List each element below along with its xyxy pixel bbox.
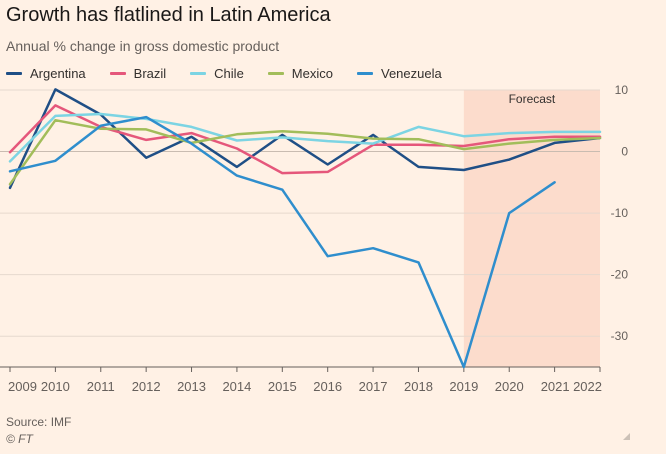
legend-swatch xyxy=(190,72,207,75)
source-note: Source: IMF xyxy=(6,415,72,429)
x-tick-label: 2016 xyxy=(313,379,342,394)
legend-swatch xyxy=(267,72,284,75)
x-tick-label: 2019 xyxy=(449,379,478,394)
chart-title: Growth has flatlined in Latin America xyxy=(6,4,331,26)
x-tick-label: 2012 xyxy=(132,379,161,394)
legend-label: Brazil xyxy=(133,66,167,81)
x-tick-label: 2014 xyxy=(222,379,251,394)
x-tick-label: 2010 xyxy=(41,379,70,394)
legend-label: Mexico xyxy=(291,66,333,81)
y-tick-label: -30 xyxy=(611,329,629,343)
x-tick-label: 2022 xyxy=(573,379,602,394)
chart-subtitle: Annual % change in gross domestic produc… xyxy=(6,38,280,54)
series-line-venezuela xyxy=(8,115,556,369)
x-tick-label: 2011 xyxy=(87,379,115,394)
legend-label: Venezuela xyxy=(380,66,442,81)
series-line-mexico xyxy=(8,118,602,186)
copyright-note: © FT xyxy=(6,432,33,446)
x-tick-label: 2021 xyxy=(541,379,570,394)
legend-item-mexico: Mexico xyxy=(267,66,333,81)
forecast-label: Forecast xyxy=(509,92,556,106)
series-line-chile xyxy=(8,112,602,163)
legend-item-chile: Chile xyxy=(190,66,244,81)
x-tick-label: 2018 xyxy=(404,379,433,394)
legend-item-argentina: Argentina xyxy=(6,66,86,81)
legend-item-venezuela: Venezuela xyxy=(356,66,442,81)
x-tick-label: 2017 xyxy=(359,379,388,394)
x-tick-label: 2009 xyxy=(8,379,37,394)
legend-item-brazil: Brazil xyxy=(109,66,167,81)
y-tick-label: -20 xyxy=(611,268,629,282)
legend-swatch xyxy=(6,72,22,75)
y-tick-label: -10 xyxy=(611,206,629,220)
y-tick-label: 0 xyxy=(621,145,628,159)
x-tick-label: 2020 xyxy=(495,379,524,394)
legend-label: Argentina xyxy=(30,66,86,81)
legend-swatch xyxy=(109,72,126,75)
y-tick-label: 10 xyxy=(615,83,629,97)
x-tick-label: 2015 xyxy=(268,379,297,394)
resize-corner-icon xyxy=(623,433,630,440)
series-line-argentina xyxy=(8,88,602,190)
legend-label: Chile xyxy=(214,66,244,81)
x-tick-label: 2013 xyxy=(177,379,206,394)
legend-swatch xyxy=(356,72,373,75)
legend: Argentina Brazil Chile Mexico Venezuela xyxy=(6,66,466,81)
